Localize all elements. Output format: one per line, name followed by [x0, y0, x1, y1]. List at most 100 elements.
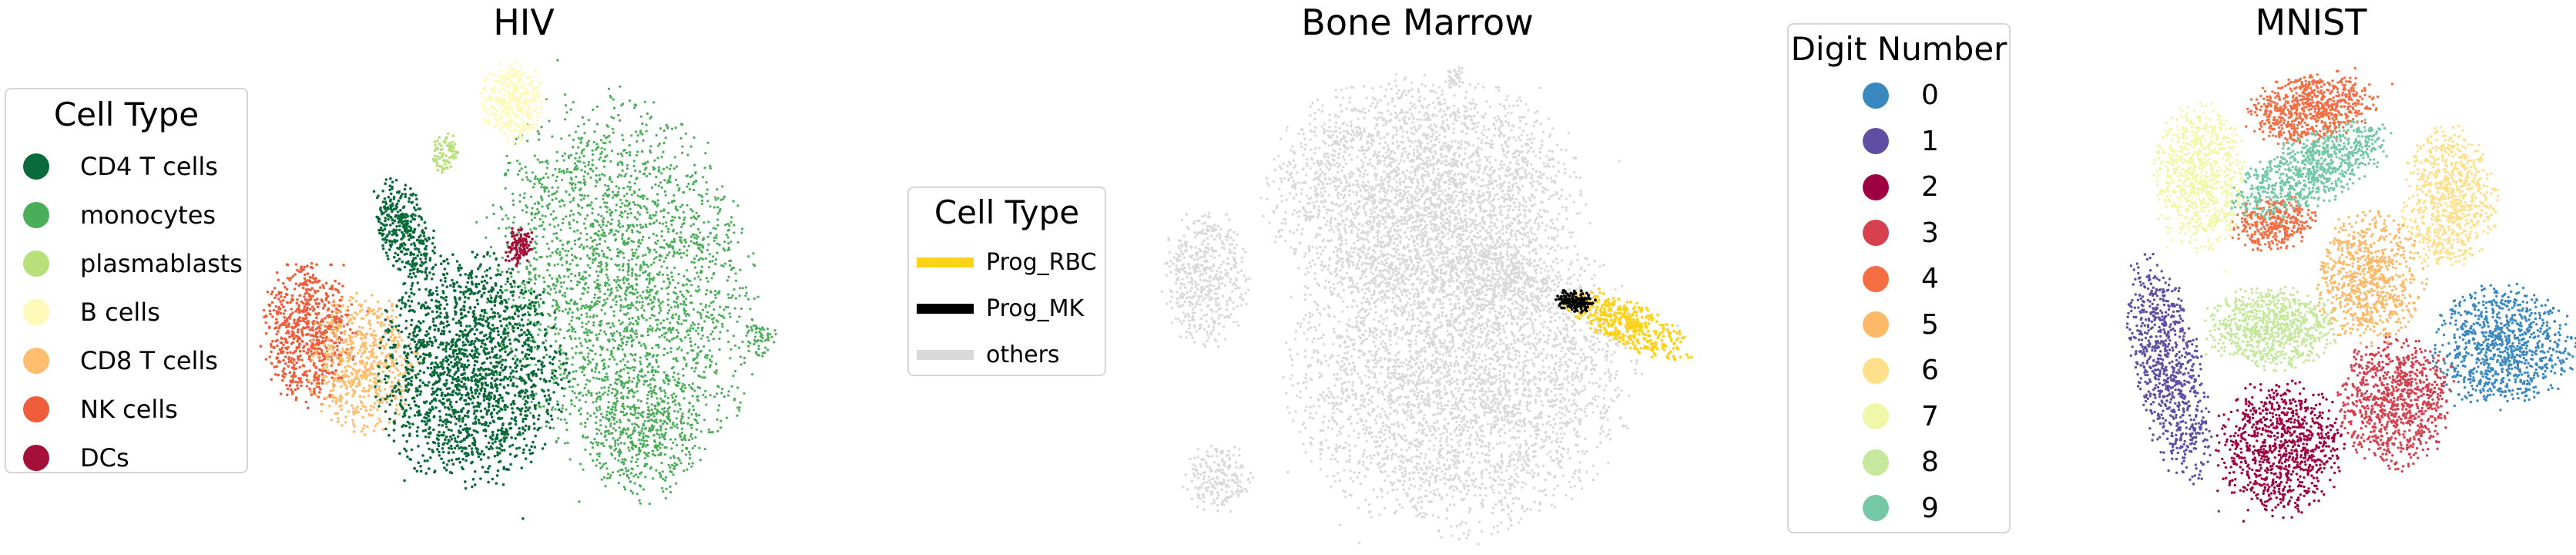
data-point: [372, 341, 375, 345]
data-point: [579, 198, 582, 201]
data-point: [758, 331, 761, 334]
data-point: [548, 202, 551, 206]
data-point: [356, 352, 360, 355]
data-point: [626, 372, 630, 375]
data-point: [597, 264, 600, 267]
data-point: [301, 373, 305, 376]
data-point: [615, 195, 618, 198]
data-point: [438, 423, 441, 427]
data-point: [361, 326, 364, 329]
data-point: [578, 281, 581, 284]
data-point: [667, 379, 670, 382]
data-point: [387, 257, 390, 261]
data-point: [534, 363, 538, 366]
data-point: [712, 321, 715, 324]
data-point: [660, 265, 663, 268]
data-point: [378, 360, 382, 363]
data-point: [291, 311, 294, 314]
data-point: [396, 253, 400, 257]
data-point: [416, 360, 420, 363]
data-point: [731, 294, 734, 298]
data-point: [658, 335, 661, 338]
data-point: [310, 350, 313, 353]
data-point: [320, 373, 324, 376]
data-point: [565, 190, 568, 193]
data-point: [629, 367, 632, 370]
data-point: [597, 230, 600, 233]
data-point: [713, 206, 716, 209]
legend-swatch: [23, 153, 49, 180]
data-point: [646, 328, 649, 331]
data-point: [485, 301, 489, 304]
data-point: [652, 221, 656, 224]
data-point: [619, 381, 622, 384]
data-point: [555, 216, 558, 220]
data-point: [293, 388, 297, 392]
data-point: [633, 366, 637, 369]
data-point: [397, 378, 401, 382]
data-point: [607, 473, 610, 476]
data-point: [325, 330, 329, 334]
data-point: [657, 166, 660, 169]
data-point: [716, 197, 719, 200]
data-point: [579, 232, 582, 235]
data-point: [391, 302, 394, 306]
data-point: [572, 219, 575, 222]
data-point: [638, 446, 641, 449]
data-point: [599, 296, 602, 299]
data-point: [548, 119, 551, 123]
data-point: [652, 378, 656, 382]
data-point: [610, 210, 614, 214]
data-point: [327, 337, 331, 341]
data-point: [352, 316, 355, 319]
data-point: [350, 384, 353, 387]
data-point: [565, 300, 568, 304]
data-point: [573, 239, 577, 242]
data-point: [737, 346, 741, 349]
data-point: [298, 365, 302, 369]
data-point: [376, 362, 380, 365]
data-point: [568, 371, 571, 375]
data-point: [317, 302, 321, 305]
data-point: [560, 199, 563, 202]
data-point: [558, 359, 561, 362]
data-point: [619, 85, 622, 88]
data-point: [582, 278, 585, 281]
data-point: [340, 324, 344, 328]
data-point: [677, 314, 681, 318]
data-point: [753, 335, 757, 338]
data-point: [619, 210, 623, 214]
data-point: [726, 293, 730, 296]
data-point: [340, 408, 344, 412]
data-point: [511, 192, 515, 196]
data-point: [641, 297, 644, 300]
data-point: [457, 269, 461, 272]
data-point: [305, 291, 309, 294]
data-point: [340, 297, 344, 301]
data-point: [599, 466, 602, 470]
legend-item-nk: NK cells: [6, 385, 247, 433]
data-point: [347, 382, 351, 385]
data-point: [693, 236, 696, 239]
data-point: [408, 229, 411, 233]
data-point: [666, 375, 669, 378]
data-point: [582, 246, 585, 249]
data-point: [276, 310, 280, 314]
data-point: [631, 224, 635, 227]
data-point: [625, 278, 629, 281]
data-point: [592, 225, 595, 228]
data-point: [631, 365, 634, 369]
data-point: [704, 389, 707, 392]
data-point: [686, 330, 689, 333]
data-point: [695, 179, 698, 183]
data-point: [336, 329, 339, 333]
data-point: [555, 232, 558, 235]
data-point: [506, 169, 510, 172]
data-point: [310, 266, 314, 270]
data-point: [283, 295, 287, 299]
data-point: [629, 285, 632, 288]
data-point: [395, 190, 399, 194]
data-point: [364, 365, 367, 368]
data-point: [369, 405, 373, 408]
data-point: [362, 387, 365, 390]
